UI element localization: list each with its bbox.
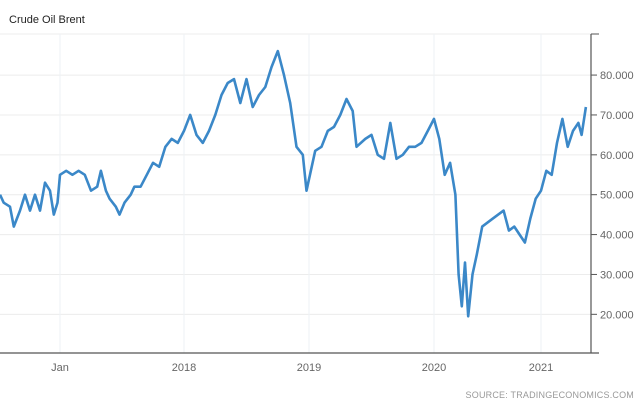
y-tick-label: 80.000 — [600, 70, 634, 82]
y-tick-label: 60.000 — [600, 150, 634, 162]
y-tick-label: 50.000 — [600, 190, 634, 202]
y-tick-label: 40.000 — [600, 230, 634, 242]
source-credit: SOURCE: TRADINGECONOMICS.COM — [465, 390, 634, 400]
y-tick-label: 30.000 — [600, 269, 634, 281]
price-line — [0, 49, 588, 318]
y-tick-label: 20.000 — [600, 309, 634, 321]
x-tick-label: 2020 — [422, 362, 446, 374]
x-tick-label: 2019 — [297, 362, 321, 374]
y-tick-label: 70.000 — [600, 110, 634, 122]
chart-title: Crude Oil Brent — [9, 14, 85, 26]
x-tick-label: 2018 — [172, 362, 196, 374]
x-tick-label: 2021 — [529, 362, 553, 374]
x-tick-label: Jan — [51, 362, 69, 374]
